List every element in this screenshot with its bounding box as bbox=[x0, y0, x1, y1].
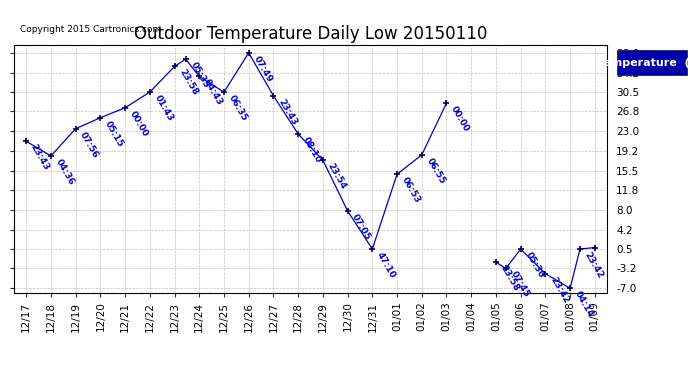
Text: 04:43: 04:43 bbox=[202, 78, 224, 107]
Text: 00:00: 00:00 bbox=[449, 105, 471, 134]
Text: 00:00: 00:00 bbox=[128, 109, 150, 138]
Text: 23:43: 23:43 bbox=[29, 142, 51, 172]
Text: 23:58: 23:58 bbox=[499, 264, 521, 293]
Text: 23:42: 23:42 bbox=[548, 275, 571, 304]
Text: 07:05: 07:05 bbox=[351, 212, 373, 242]
Text: 04:14: 04:14 bbox=[573, 290, 595, 319]
Text: 07:45: 07:45 bbox=[509, 270, 531, 299]
Text: 04:36: 04:36 bbox=[54, 158, 76, 187]
Text: 01:43: 01:43 bbox=[152, 93, 175, 123]
Text: 05:30: 05:30 bbox=[524, 251, 545, 279]
Text: 06:35: 06:35 bbox=[227, 93, 249, 123]
Text: 23:54: 23:54 bbox=[326, 162, 348, 191]
Text: Copyright 2015 Cartronics.com: Copyright 2015 Cartronics.com bbox=[20, 25, 161, 34]
Text: 47:10: 47:10 bbox=[375, 251, 397, 280]
Text: 06:53: 06:53 bbox=[400, 176, 422, 205]
Text: 05:35: 05:35 bbox=[188, 60, 210, 90]
Text: 06:55: 06:55 bbox=[424, 156, 446, 186]
Text: 23:43: 23:43 bbox=[276, 97, 298, 126]
Text: 07:56: 07:56 bbox=[79, 130, 101, 159]
Title: Outdoor Temperature Daily Low 20150110: Outdoor Temperature Daily Low 20150110 bbox=[134, 26, 487, 44]
Text: 05:15: 05:15 bbox=[103, 119, 125, 148]
Text: 23:58: 23:58 bbox=[177, 68, 199, 97]
Text: 08:10: 08:10 bbox=[301, 135, 323, 164]
Text: 07:49: 07:49 bbox=[251, 54, 274, 84]
Text: 23:42: 23:42 bbox=[583, 251, 605, 280]
Text: Temperature  (°F): Temperature (°F) bbox=[597, 58, 690, 68]
